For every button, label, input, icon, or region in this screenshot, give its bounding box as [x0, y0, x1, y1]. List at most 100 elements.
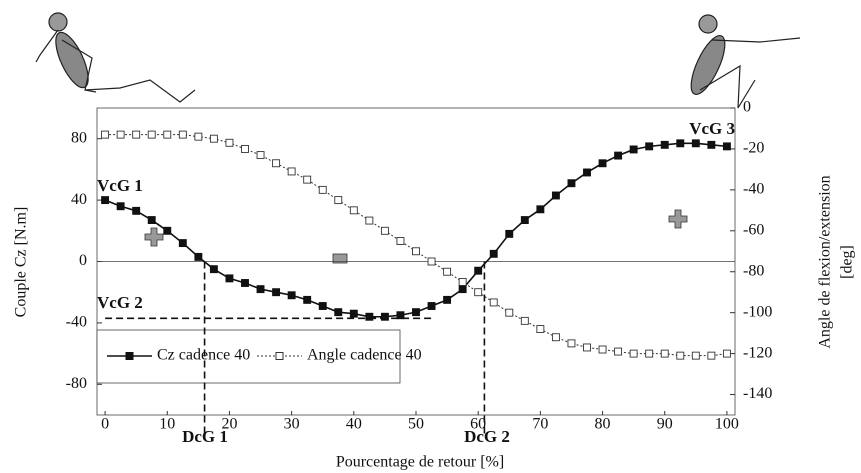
point [676, 351, 685, 360]
annotation: DcG 2 [464, 427, 510, 446]
point [691, 351, 700, 360]
point [536, 325, 545, 333]
point [241, 144, 249, 153]
point [583, 343, 591, 352]
point [707, 351, 716, 360]
point [458, 285, 467, 294]
point [256, 285, 265, 294]
annotation: DcG 1 [182, 427, 228, 446]
point [116, 130, 125, 139]
x-tick-label: 40 [346, 416, 362, 433]
point [272, 288, 281, 297]
point [380, 226, 389, 235]
point [241, 279, 249, 287]
point [614, 347, 623, 356]
point [365, 312, 374, 321]
point [163, 226, 172, 235]
point [614, 151, 623, 160]
y2-tick-label: -60 [743, 221, 764, 238]
point [629, 145, 638, 154]
x-tick-label: 30 [284, 416, 300, 433]
rider-figure-right [690, 14, 801, 109]
y-tick-label: 0 [79, 252, 87, 269]
x-tick-label: 100 [715, 416, 739, 433]
point [303, 295, 312, 304]
point [567, 179, 576, 188]
series-line [105, 134, 727, 357]
point [178, 239, 187, 248]
point [443, 295, 452, 304]
point [209, 134, 218, 143]
legend-label: Angle cadence 40 [307, 347, 422, 364]
point [660, 140, 669, 149]
y-tick-label: -80 [66, 375, 87, 392]
y2-axis-label: [deg] [839, 245, 856, 279]
point [629, 349, 638, 358]
point [396, 237, 405, 245]
point [645, 142, 654, 151]
point [194, 132, 203, 141]
series-line [104, 142, 727, 318]
x-axis-label: Pourcentage de retour [%] [336, 454, 504, 471]
point [691, 139, 700, 148]
point [132, 130, 141, 139]
point [396, 311, 405, 320]
x-tick-label: 60 [470, 416, 486, 433]
point [474, 288, 483, 297]
point [412, 247, 420, 256]
point [349, 309, 358, 318]
point [583, 168, 591, 177]
legend-marker [275, 352, 284, 360]
point [147, 216, 156, 225]
y2-tick-label: 0 [743, 99, 751, 116]
point [380, 312, 389, 321]
point [598, 159, 607, 168]
point [520, 216, 529, 225]
y2-axis-label: Angle de flexion/extension [817, 175, 834, 348]
point [427, 302, 436, 310]
point [458, 278, 467, 286]
point [676, 139, 685, 148]
x-tick-label: 50 [408, 416, 424, 433]
x-tick-label: 20 [221, 416, 237, 433]
y-tick-label: -40 [66, 314, 87, 331]
point [225, 274, 234, 283]
point [551, 333, 560, 342]
x-tick-label: 90 [657, 416, 673, 433]
rider-figure-left [35, 12, 196, 103]
point [551, 191, 560, 200]
point [256, 151, 265, 160]
annotation: VcG 3 [689, 119, 735, 138]
y-tick-label: 40 [71, 191, 87, 208]
point [209, 265, 218, 274]
y2-tick-label: -120 [743, 344, 772, 361]
point [194, 252, 203, 261]
point [722, 142, 731, 151]
point [645, 349, 654, 358]
point [287, 291, 296, 300]
point [443, 267, 452, 276]
legend-label: Cz cadence 40 [157, 347, 250, 364]
point [101, 130, 110, 139]
annotation: VcG 2 [97, 293, 143, 312]
point [505, 229, 514, 238]
x-tick-label: 0 [101, 416, 109, 433]
point [303, 175, 312, 184]
point [101, 196, 110, 205]
x-tick-label: 70 [532, 416, 548, 433]
point [132, 206, 141, 215]
point [536, 205, 545, 214]
point [334, 196, 343, 205]
point [474, 266, 483, 275]
point [412, 308, 420, 317]
point [318, 185, 327, 194]
point [707, 140, 716, 149]
point [147, 130, 156, 139]
point [598, 345, 607, 354]
y2-tick-label: -80 [743, 262, 764, 279]
point [178, 130, 187, 139]
point [287, 167, 296, 176]
point [163, 130, 172, 139]
point [722, 349, 731, 358]
